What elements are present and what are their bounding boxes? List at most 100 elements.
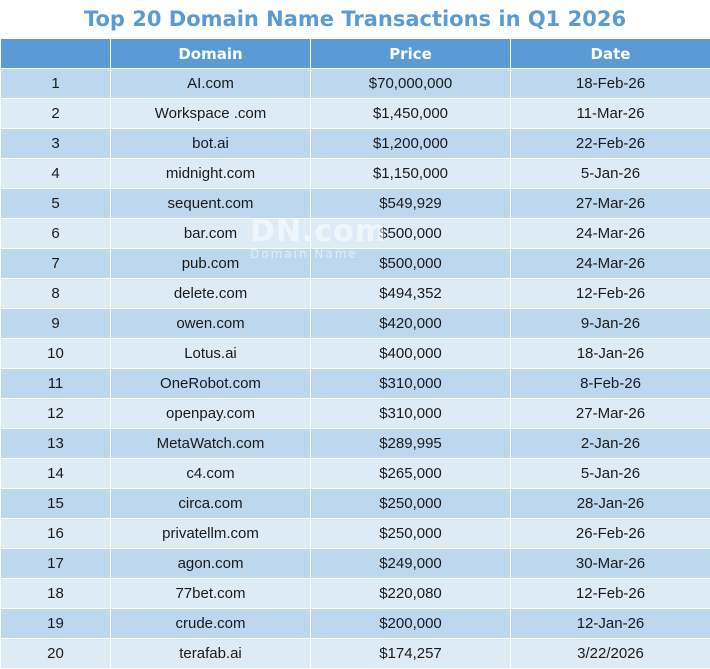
table-row: 13 MetaWatch.com $289,995 2-Jan-26 [0,428,710,459]
date-cell: 26-Feb-26 [510,518,710,549]
date-cell: 5-Jan-26 [510,158,710,189]
price-cell: $310,000 [310,368,511,399]
rank-cell: 7 [0,248,111,279]
date-cell: 9-Jan-26 [510,308,710,339]
table-row: 14 c4.com $265,000 5-Jan-26 [0,458,710,489]
domain-cell: c4.com [110,458,311,489]
date-cell: 28-Jan-26 [510,488,710,519]
table-title: Top 20 Domain Name Transactions in Q1 20… [83,7,627,31]
table-row: 18 77bet.com $220,080 12-Feb-26 [0,578,710,609]
domain-cell: Lotus.ai [110,338,311,369]
price-cell: $250,000 [310,518,511,549]
date-cell: 12-Jan-26 [510,608,710,639]
domain-cell: 77bet.com [110,578,311,609]
date-cell: 24-Mar-26 [510,218,710,249]
domain-cell: bar.com [110,218,311,249]
date-cell: 18-Jan-26 [510,338,710,369]
domain-cell: agon.com [110,548,311,579]
table-row: 7 pub.com $500,000 24-Mar-26 [0,248,710,279]
rank-cell: 6 [0,218,111,249]
rank-cell: 11 [0,368,111,399]
rank-cell: 1 [0,68,111,99]
rank-cell: 15 [0,488,111,519]
date-cell: 11-Mar-26 [510,98,710,129]
rank-cell: 13 [0,428,111,459]
date-cell: 18-Feb-26 [510,68,710,99]
header-domain: Domain [110,38,311,69]
table-row: 17 agon.com $249,000 30-Mar-26 [0,548,710,579]
rank-cell: 8 [0,278,111,309]
table-row: 5 sequent.com $549,929 27-Mar-26 [0,188,710,219]
domain-cell: MetaWatch.com [110,428,311,459]
date-cell: 12-Feb-26 [510,578,710,609]
table-row: 10 Lotus.ai $400,000 18-Jan-26 [0,338,710,369]
price-cell: $249,000 [310,548,511,579]
domain-cell: delete.com [110,278,311,309]
price-cell: $500,000 [310,218,511,249]
date-cell: 8-Feb-26 [510,368,710,399]
price-cell: $1,200,000 [310,128,511,159]
price-cell: $174,257 [310,638,511,669]
rank-cell: 5 [0,188,111,219]
domain-cell: privatellm.com [110,518,311,549]
rank-cell: 17 [0,548,111,579]
table-row: 8 delete.com $494,352 12-Feb-26 [0,278,710,309]
domain-cell: circa.com [110,488,311,519]
date-cell: 3/22/2026 [510,638,710,669]
table-row: 19 crude.com $200,000 12-Jan-26 [0,608,710,639]
date-cell: 30-Mar-26 [510,548,710,579]
rank-cell: 10 [0,338,111,369]
table-row: 12 openpay.com $310,000 27-Mar-26 [0,398,710,429]
rank-cell: 3 [0,128,111,159]
price-cell: $250,000 [310,488,511,519]
price-cell: $200,000 [310,608,511,639]
table-row: 20 terafab.ai $174,257 3/22/2026 [0,638,710,669]
table-row: 16 privatellm.com $250,000 26-Feb-26 [0,518,710,549]
domain-cell: openpay.com [110,398,311,429]
domain-cell: Workspace .com [110,98,311,129]
table-row: 3 bot.ai $1,200,000 22-Feb-26 [0,128,710,159]
domain-cell: OneRobot.com [110,368,311,399]
price-cell: $289,995 [310,428,511,459]
rank-cell: 20 [0,638,111,669]
price-cell: $1,150,000 [310,158,511,189]
rank-cell: 12 [0,398,111,429]
domain-cell: midnight.com [110,158,311,189]
date-cell: 27-Mar-26 [510,188,710,219]
price-cell: $265,000 [310,458,511,489]
date-cell: 22-Feb-26 [510,128,710,159]
price-cell: $500,000 [310,248,511,279]
price-cell: $1,450,000 [310,98,511,129]
price-cell: $400,000 [310,338,511,369]
price-cell: $549,929 [310,188,511,219]
date-cell: 2-Jan-26 [510,428,710,459]
table-row: 9 owen.com $420,000 9-Jan-26 [0,308,710,339]
transactions-table: Domain Price Date 1 AI.com $70,000,000 18-F… [0,38,710,669]
date-cell: 27-Mar-26 [510,398,710,429]
rank-cell: 4 [0,158,111,189]
price-cell: $494,352 [310,278,511,309]
rank-cell: 9 [0,308,111,339]
date-cell: 5-Jan-26 [510,458,710,489]
rank-cell: 16 [0,518,111,549]
header-row: Domain Price Date [0,38,710,69]
domain-cell: crude.com [110,608,311,639]
domain-cell: owen.com [110,308,311,339]
table-row: 15 circa.com $250,000 28-Jan-26 [0,488,710,519]
table-row: 4 midnight.com $1,150,000 5-Jan-26 [0,158,710,189]
table-row: 6 bar.com $500,000 24-Mar-26 [0,218,710,249]
price-cell: $310,000 [310,398,511,429]
header-rank [0,38,111,69]
header-date: Date [510,38,710,69]
table-row: 1 AI.com $70,000,000 18-Feb-26 [0,68,710,99]
domain-cell: pub.com [110,248,311,279]
rank-cell: 18 [0,578,111,609]
price-cell: $220,080 [310,578,511,609]
domain-cell: AI.com [110,68,311,99]
header-price: Price [310,38,511,69]
price-cell: $70,000,000 [310,68,511,99]
domain-cell: terafab.ai [110,638,311,669]
rank-cell: 19 [0,608,111,639]
domain-cell: bot.ai [110,128,311,159]
table-row: 2 Workspace .com $1,450,000 11-Mar-26 [0,98,710,129]
